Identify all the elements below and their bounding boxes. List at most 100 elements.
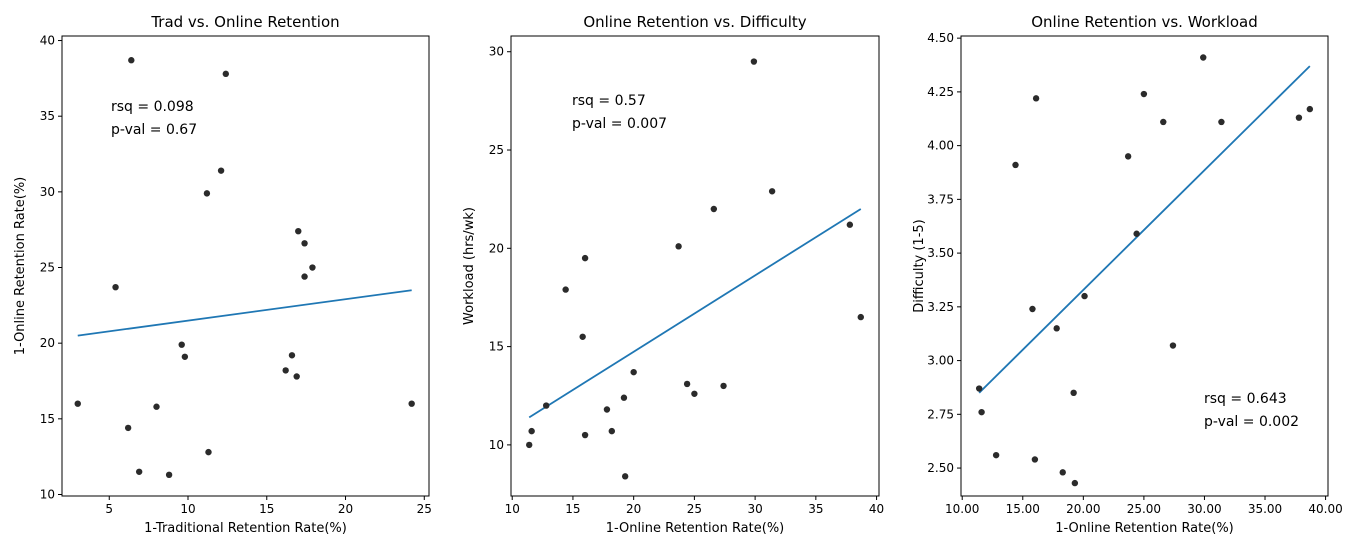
y-tick-label: 2.50	[927, 461, 954, 475]
chart-panel-1: Trad vs. Online Retention 1-Traditional R…	[13, 13, 432, 536]
regression-line	[528, 208, 862, 419]
data-point	[135, 468, 143, 475]
data-point	[1053, 325, 1060, 332]
data-point	[301, 273, 308, 280]
data-point	[581, 431, 589, 439]
y-tick-label: 3.25	[927, 300, 954, 314]
x-tick-label: 30	[747, 502, 762, 516]
rsq-annotation: rsq = 0.643	[1204, 391, 1287, 407]
rsq-annotation: rsq = 0.098	[111, 99, 194, 115]
data-point	[181, 353, 189, 360]
y-axis-label: Difficulty (1-5)	[912, 219, 927, 313]
data-point	[675, 243, 682, 250]
plot-frame	[510, 35, 880, 497]
data-point	[720, 382, 727, 390]
data-point	[128, 57, 135, 64]
x-axis-label: 1-Online Retention Rate(%)	[1055, 521, 1234, 536]
data-point	[1032, 95, 1040, 102]
data-point	[543, 402, 550, 409]
x-tick-label: 30.00	[1187, 502, 1221, 516]
x-axis-label: 1-Traditional Retention Rate(%)	[144, 521, 347, 536]
p-value-annotation: p-val = 0.002	[1204, 414, 1299, 430]
data-point	[691, 390, 698, 397]
x-tick-label: 40	[869, 502, 884, 516]
data-point	[1031, 456, 1039, 463]
p-value-annotation: p-val = 0.67	[111, 122, 197, 138]
x-tick-label: 5	[105, 502, 113, 516]
x-tick-label: 10	[180, 502, 195, 516]
data-point	[992, 451, 1000, 459]
data-point	[301, 240, 308, 247]
y-tick-label: 2.75	[927, 407, 954, 421]
data-point	[408, 400, 415, 407]
chart-title: Online Retention vs. Difficulty	[583, 13, 806, 31]
data-point	[1200, 54, 1207, 61]
y-axis-label: Workload (hrs/wk)	[462, 207, 477, 325]
data-point	[768, 188, 776, 195]
data-point	[217, 167, 225, 174]
data-point	[222, 70, 230, 78]
chart-panel-2: Online Retention vs. Difficulty 1-Online …	[462, 13, 884, 536]
data-point	[293, 373, 300, 380]
data-point	[621, 473, 629, 480]
data-point	[581, 254, 589, 262]
data-point	[1059, 469, 1066, 476]
y-tick-label: 3.75	[927, 192, 954, 206]
regression-line	[77, 289, 412, 337]
data-point	[608, 427, 616, 435]
x-tick-label: 25	[417, 502, 432, 516]
data-point	[1012, 161, 1019, 169]
x-tick-label: 20	[338, 502, 353, 516]
data-point	[203, 190, 211, 197]
plot-frame	[61, 35, 430, 497]
data-point	[1218, 118, 1225, 126]
data-point	[165, 471, 173, 479]
data-point	[710, 205, 718, 213]
data-point	[526, 441, 533, 449]
y-tick-label: 15	[489, 340, 504, 354]
x-tick-label: 20	[626, 502, 641, 516]
data-point	[1140, 90, 1148, 98]
x-tick-label: 35	[808, 502, 823, 516]
x-tick-label: 15	[565, 502, 580, 516]
data-point	[978, 408, 985, 416]
data-point	[309, 264, 316, 271]
data-point	[579, 333, 586, 340]
x-axis-label: 1-Online Retention Rate(%)	[606, 521, 785, 536]
x-tick-label: 35.00	[1248, 502, 1282, 516]
data-point	[1160, 118, 1167, 126]
y-tick-label: 15	[40, 412, 55, 426]
x-tick-label: 10.00	[945, 502, 979, 516]
data-point	[1029, 305, 1036, 313]
rsq-annotation: rsq = 0.57	[572, 93, 646, 109]
data-point	[74, 400, 81, 407]
data-point	[857, 313, 864, 321]
x-tick-label: 10	[505, 502, 520, 516]
data-point	[630, 368, 637, 376]
y-tick-label: 3.50	[927, 246, 954, 260]
data-point	[112, 283, 119, 291]
y-tick-label: 3.00	[927, 354, 954, 368]
data-point	[528, 427, 535, 435]
data-point	[1124, 153, 1132, 160]
data-point	[1081, 292, 1088, 300]
y-tick-label: 25	[40, 261, 55, 275]
data-point	[1169, 342, 1177, 349]
y-tick-label: 30	[40, 185, 55, 199]
plot-frame	[960, 35, 1329, 497]
data-point	[282, 367, 289, 374]
data-point	[562, 286, 569, 293]
y-tick-label: 10	[40, 487, 55, 501]
data-point	[1295, 114, 1303, 121]
x-tick-label: 25	[687, 502, 702, 516]
y-axis-label: 1-Online Retention Rate(%)	[13, 177, 28, 356]
x-tick-label: 40.00	[1308, 502, 1342, 516]
data-point	[178, 341, 185, 348]
data-point	[750, 58, 758, 65]
chart-title: Online Retention vs. Workload	[1031, 13, 1258, 31]
y-tick-label: 30	[489, 45, 504, 59]
data-point	[846, 221, 854, 228]
regression-line	[978, 65, 1311, 394]
y-tick-label: 10	[489, 438, 504, 452]
